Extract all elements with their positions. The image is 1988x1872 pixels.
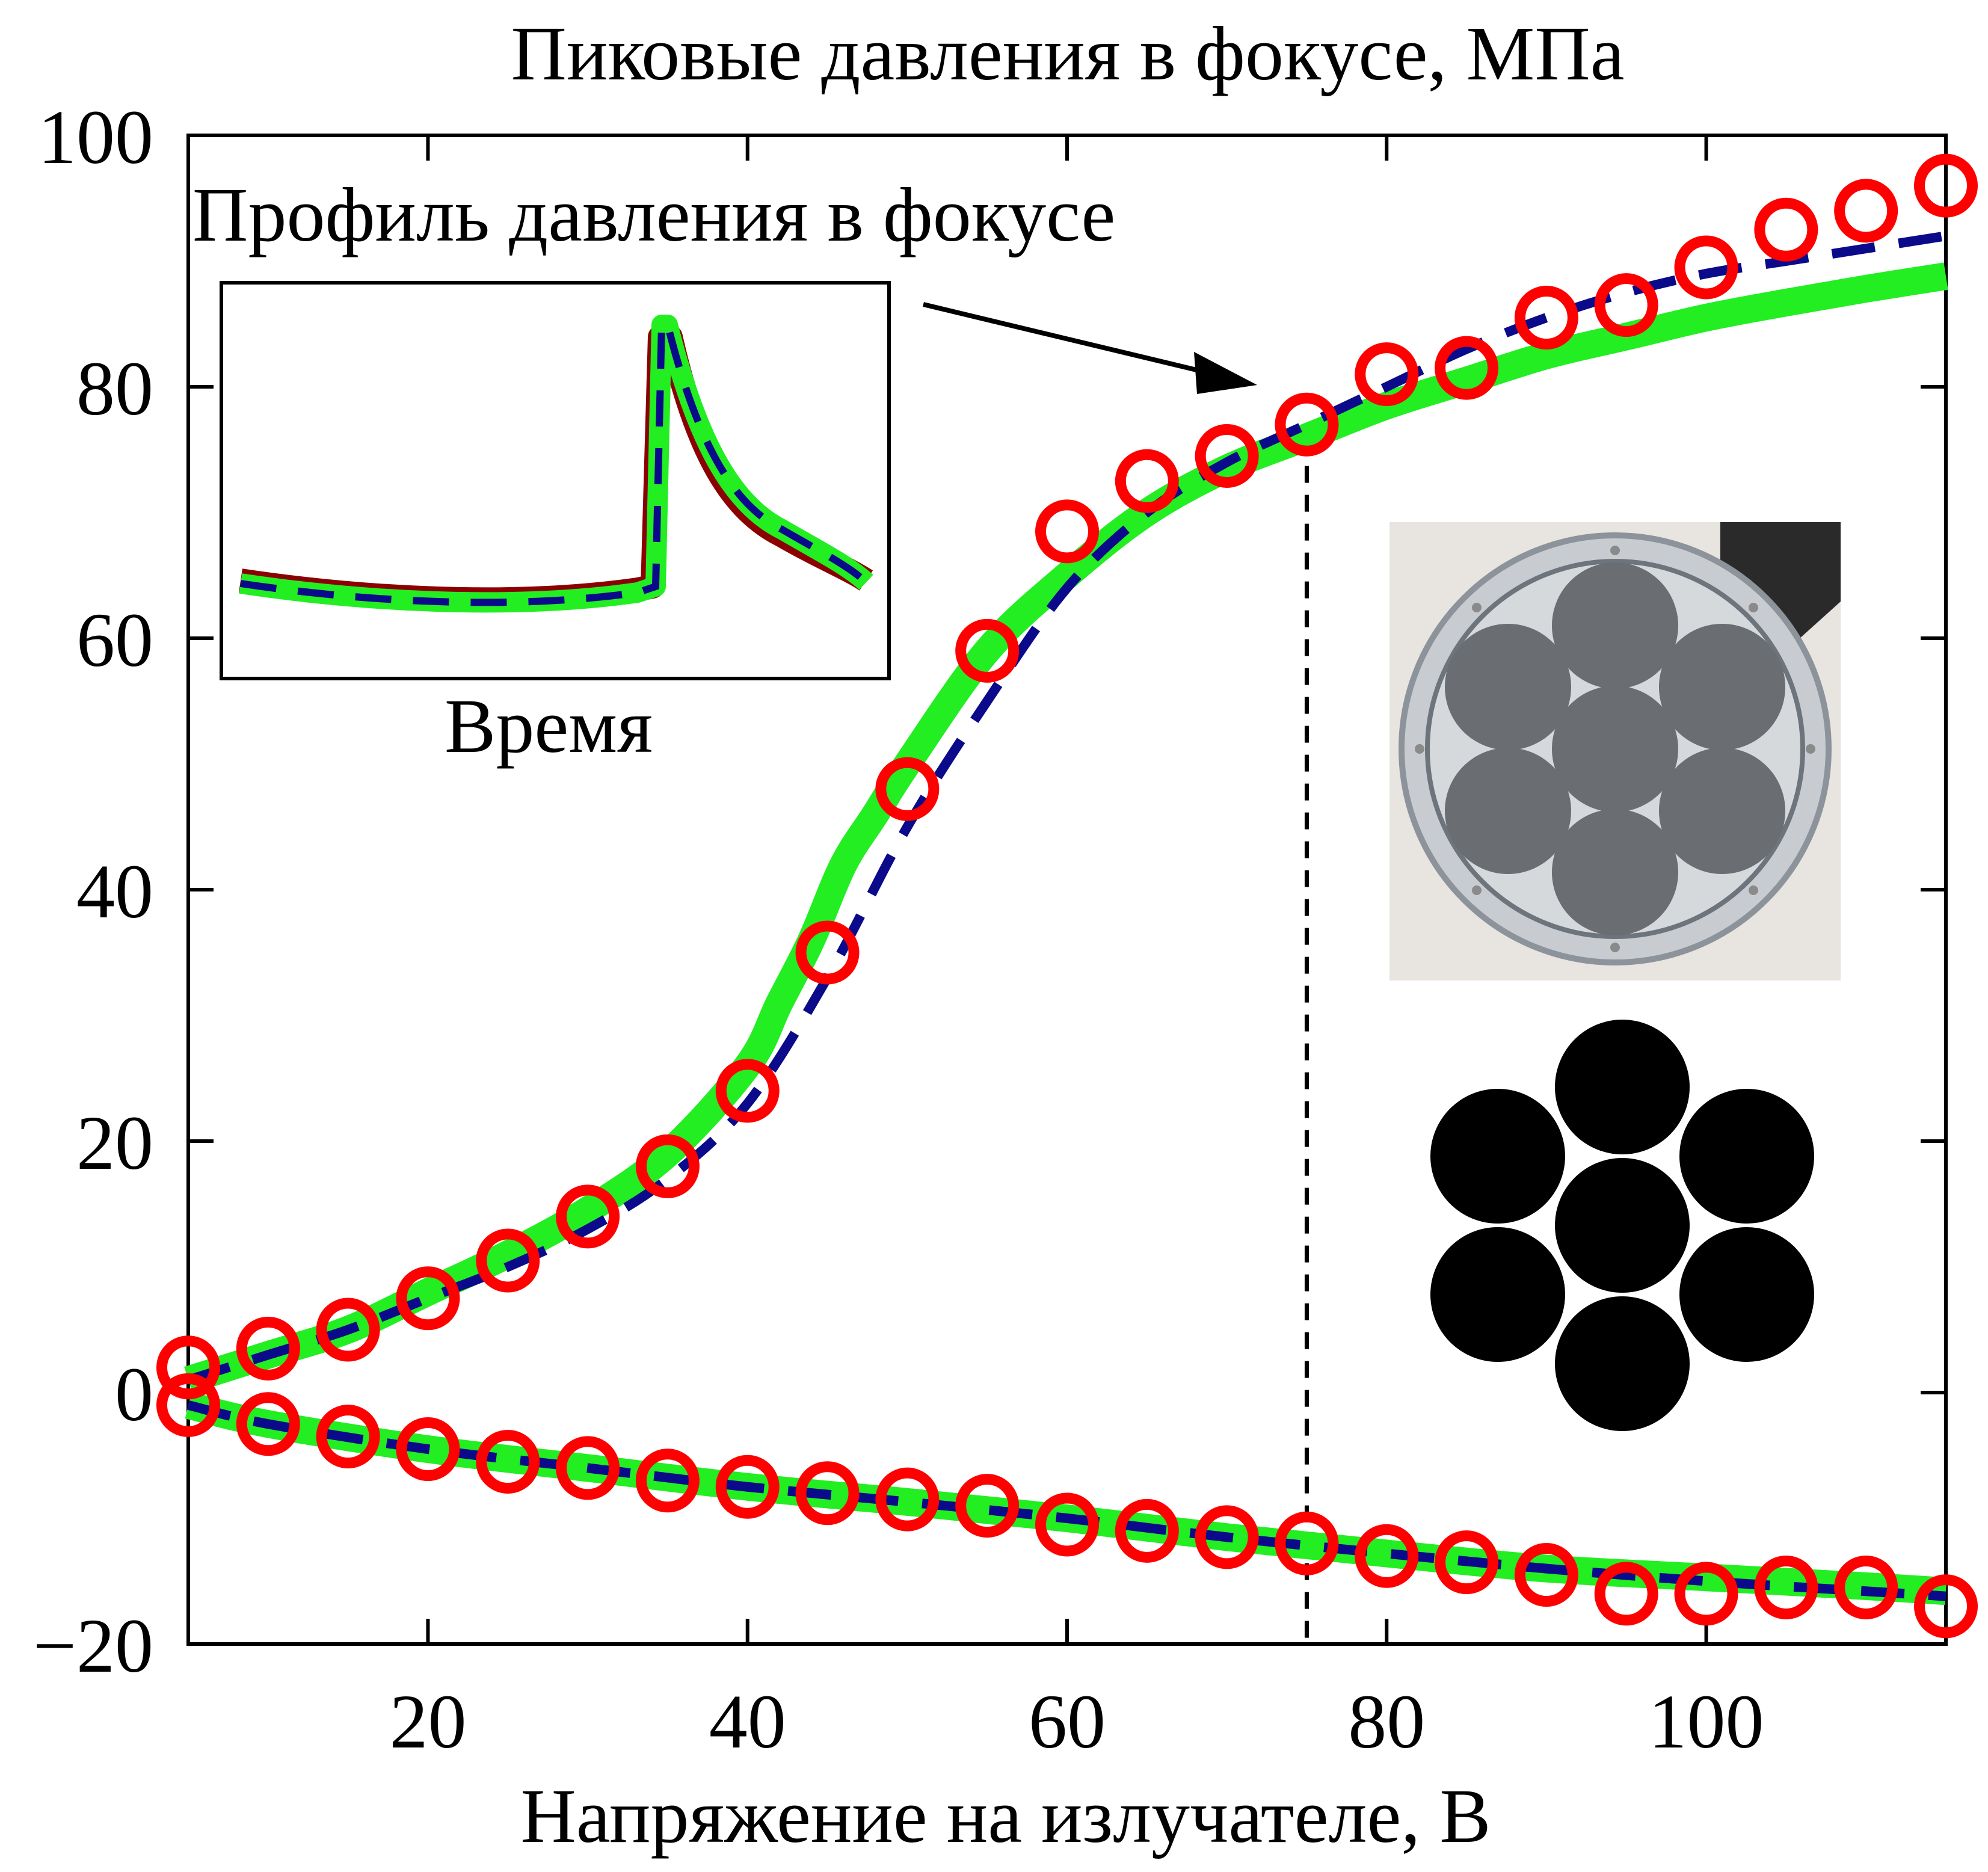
element-layout-schematic: [1430, 1020, 1814, 1431]
data-point-0: [1355, 342, 1419, 407]
data-point-1: [1035, 1492, 1099, 1557]
transducer-photo: [1389, 522, 1841, 981]
data-point-0: [1754, 197, 1818, 262]
y-tick-label: 60: [76, 597, 153, 683]
data-point-0: [1035, 499, 1099, 564]
x-tick-label: 60: [1029, 1679, 1106, 1764]
series-markers: [156, 153, 1978, 1639]
data-point-1: [156, 1373, 220, 1437]
data-point-1: [1914, 1574, 1978, 1639]
y-tick-label: −20: [33, 1603, 153, 1689]
data-point-0: [795, 920, 860, 985]
y-tick-label: 0: [115, 1352, 153, 1437]
x-tick-label: 40: [709, 1679, 786, 1764]
data-point-1: [1115, 1498, 1179, 1563]
x-tick-label: 20: [389, 1679, 466, 1764]
x-axis-label: Напряжение на излучателе, В: [520, 1773, 1491, 1859]
data-point-1: [1674, 1562, 1738, 1626]
data-point-1: [556, 1436, 620, 1500]
data-point-0: [1275, 392, 1339, 457]
data-point-0: [715, 1059, 780, 1123]
data-point-0: [1674, 235, 1738, 300]
data-point-1: [635, 1449, 700, 1513]
data-point-0: [1115, 449, 1179, 513]
series-line-fit-0: [186, 231, 1947, 1385]
data-point-0: [156, 1335, 220, 1400]
y-tick-label: 80: [76, 346, 153, 431]
data-point-1: [1514, 1543, 1578, 1607]
data-point-1: [875, 1467, 940, 1532]
x-tick-label: 100: [1649, 1679, 1764, 1764]
data-point-0: [396, 1266, 460, 1331]
data-point-1: [476, 1429, 540, 1494]
data-point-1: [1754, 1555, 1818, 1619]
data-point-1: [1195, 1505, 1259, 1569]
data-point-0: [1435, 336, 1499, 400]
data-point-1: [715, 1455, 780, 1519]
data-point-0: [316, 1298, 380, 1362]
y-tick-label: 40: [76, 849, 153, 934]
chart-title: Пиковые давления в фокусе, МПа: [511, 11, 1624, 96]
data-point-0: [955, 618, 1020, 683]
series-line-model-0: [184, 262, 1948, 1394]
data-point-1: [1594, 1562, 1658, 1626]
data-point-0: [236, 1316, 300, 1381]
inset-profile: Время: [220, 281, 891, 769]
data-point-1: [236, 1392, 300, 1456]
data-point-1: [1435, 1530, 1499, 1595]
data-point-1: [1834, 1555, 1898, 1619]
x-tick-label: 80: [1348, 1679, 1425, 1764]
inset-frame: [220, 281, 891, 680]
data-point-0: [1594, 273, 1658, 337]
inset-fit-curve: [240, 321, 869, 606]
inset-xlabel: Время: [445, 683, 653, 769]
y-tick-label: 20: [76, 1100, 153, 1186]
inset-label: Профиль давления в фокусе: [192, 172, 1115, 257]
data-point-1: [1355, 1524, 1419, 1588]
data-point-1: [316, 1405, 380, 1469]
data-point-0: [1914, 153, 1978, 218]
data-point-0: [635, 1134, 700, 1198]
data-point-0: [1514, 286, 1578, 350]
annotation-arrow: [923, 302, 1257, 394]
data-point-0: [1195, 423, 1259, 488]
axis-ticks: 20 40 60 80 100 −20 0 20 40 60 80 100: [33, 94, 1946, 1764]
data-point-1: [1275, 1511, 1339, 1575]
data-point-1: [396, 1417, 460, 1482]
data-point-1: [955, 1474, 1020, 1538]
data-point-0: [1834, 179, 1898, 243]
data-point-1: [795, 1461, 860, 1526]
data-point-0: [556, 1184, 620, 1249]
data-point-0: [875, 757, 940, 821]
y-tick-label: 100: [38, 94, 153, 180]
data-point-0: [476, 1228, 540, 1293]
